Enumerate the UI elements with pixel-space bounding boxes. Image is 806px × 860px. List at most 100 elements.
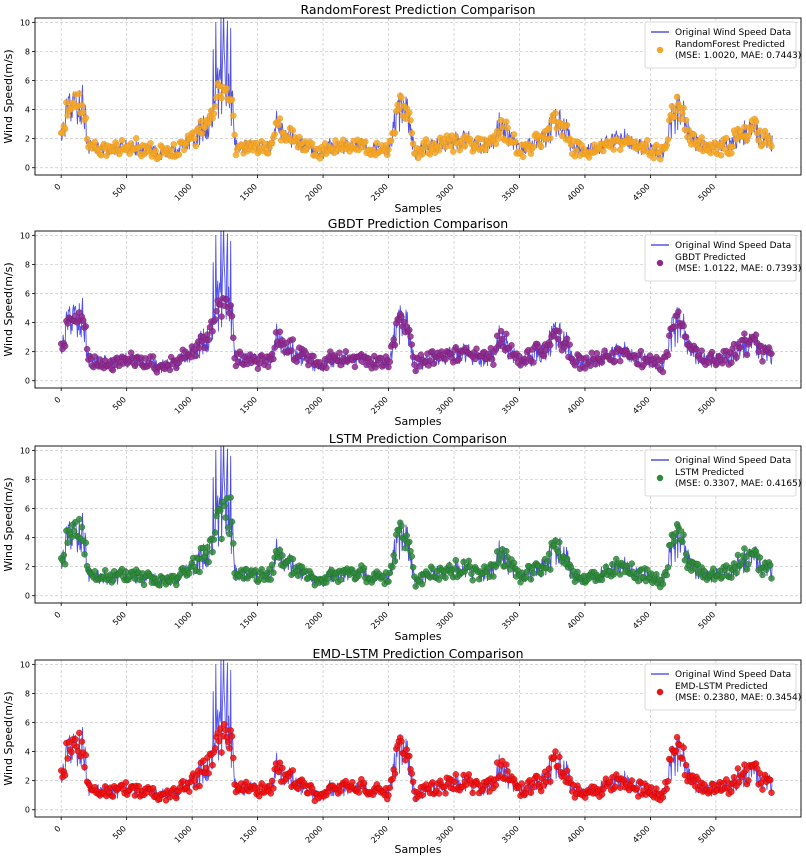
scatter-point — [408, 553, 415, 560]
x-tick-label: 1000 — [173, 824, 194, 845]
scatter-point — [305, 790, 312, 797]
y-tick-label: 10 — [20, 660, 30, 669]
scatter-point — [499, 335, 506, 343]
scatter-point — [679, 110, 686, 117]
scatter-point — [768, 789, 775, 796]
scatter-point — [408, 770, 415, 777]
scatter-point — [547, 566, 554, 573]
scatter-point — [391, 129, 399, 137]
scatter-point — [222, 514, 229, 521]
legend-scatter-swatch — [656, 259, 664, 267]
x-tick-label: 3500 — [500, 610, 521, 631]
scatter-point — [355, 789, 362, 796]
scatter-point — [554, 548, 562, 556]
scatter-point — [91, 353, 99, 360]
legend: Original Wind Speed Data EMD-LSTM Predict… — [644, 663, 801, 711]
scatter-point — [680, 531, 687, 538]
scatter-point — [389, 775, 396, 783]
x-tick-label: 3500 — [500, 395, 521, 416]
scatter-point — [668, 102, 676, 110]
scatter-point — [407, 117, 414, 124]
scatter-point — [342, 348, 349, 355]
scatter-point — [76, 515, 83, 523]
scatter-point — [220, 502, 228, 510]
scatter-point — [294, 785, 302, 792]
scatter-point — [503, 118, 510, 125]
scatter-point — [228, 313, 236, 320]
scatter-point — [228, 96, 236, 103]
scatter-point — [403, 532, 410, 539]
scatter-point — [566, 341, 573, 348]
scatter-point — [276, 759, 284, 766]
scatter-point — [167, 146, 175, 154]
scatter-point — [611, 568, 619, 575]
series-scatter-predicted — [58, 80, 775, 163]
scatter-point — [218, 313, 225, 320]
scatter-point — [192, 352, 200, 360]
scatter-point — [175, 151, 183, 158]
scatter-point — [149, 785, 157, 792]
scatter-point — [682, 333, 690, 341]
x-tick-label: 4000 — [566, 182, 587, 203]
legend: Original Wind Speed Data LSTM Predicted(M… — [644, 449, 801, 497]
scatter-point — [745, 777, 752, 784]
scatter-point — [78, 524, 86, 531]
scatter-point — [173, 794, 180, 802]
scatter-point — [765, 135, 773, 142]
scatter-point — [734, 765, 742, 772]
scatter-point — [473, 140, 480, 147]
scatter-point — [76, 90, 83, 97]
scatter-point — [391, 557, 399, 565]
scatter-point — [230, 334, 237, 341]
scatter-point — [435, 790, 443, 797]
scatter-point — [765, 344, 773, 351]
scatter-point — [391, 770, 399, 777]
scatter-point — [759, 786, 766, 793]
scatter-point — [617, 571, 624, 578]
scatter-point — [63, 99, 70, 106]
x-tick-label: 5000 — [697, 395, 718, 416]
scatter-point — [664, 778, 672, 785]
scatter-point — [389, 563, 396, 571]
scatter-point — [118, 137, 126, 144]
legend-label-metrics: (MSE: 0.2380, MAE: 0.3454) — [675, 693, 801, 703]
scatter-point — [723, 776, 730, 783]
scatter-point — [745, 132, 752, 140]
scatter-point — [598, 576, 606, 583]
scatter-point — [265, 150, 272, 157]
scatter-point — [601, 347, 608, 354]
scatter-point — [752, 118, 760, 125]
scatter-point — [728, 149, 735, 157]
x-tick-label: 2000 — [304, 182, 325, 203]
scatter-point — [230, 754, 237, 762]
y-tick-label: 4 — [25, 106, 30, 115]
scatter-point — [708, 348, 716, 356]
scatter-point — [186, 788, 193, 795]
scatter-point — [611, 783, 619, 790]
scatter-point — [309, 140, 316, 147]
scatter-point — [465, 771, 472, 778]
chart-title: RandomForest Prediction Comparison — [301, 2, 536, 17]
x-tick-label: 2500 — [369, 395, 390, 416]
y-axis-label: Wind Speed(m/s) — [2, 49, 15, 143]
x-tick-label: 3000 — [435, 182, 456, 203]
scatter-point — [276, 546, 284, 554]
scatter-point — [447, 142, 454, 150]
scatter-point — [205, 120, 212, 127]
scatter-point — [79, 108, 87, 116]
scatter-point — [166, 366, 174, 374]
scatter-point — [276, 328, 284, 335]
scatter-point — [768, 143, 775, 150]
x-tick-label: 5000 — [697, 610, 718, 631]
scatter-point — [412, 367, 419, 375]
scatter-point — [503, 761, 510, 768]
legend: Original Wind Speed Data GBDT Predicted(M… — [644, 234, 801, 282]
scatter-point — [547, 342, 554, 349]
scatter-point — [349, 779, 356, 786]
scatter-point — [211, 745, 219, 752]
scatter-point — [628, 560, 635, 567]
scatter-point — [232, 151, 240, 159]
scatter-point — [663, 141, 670, 149]
chart-title: EMD-LSTM Prediction Comparison — [312, 646, 523, 661]
scatter-point — [191, 777, 198, 784]
